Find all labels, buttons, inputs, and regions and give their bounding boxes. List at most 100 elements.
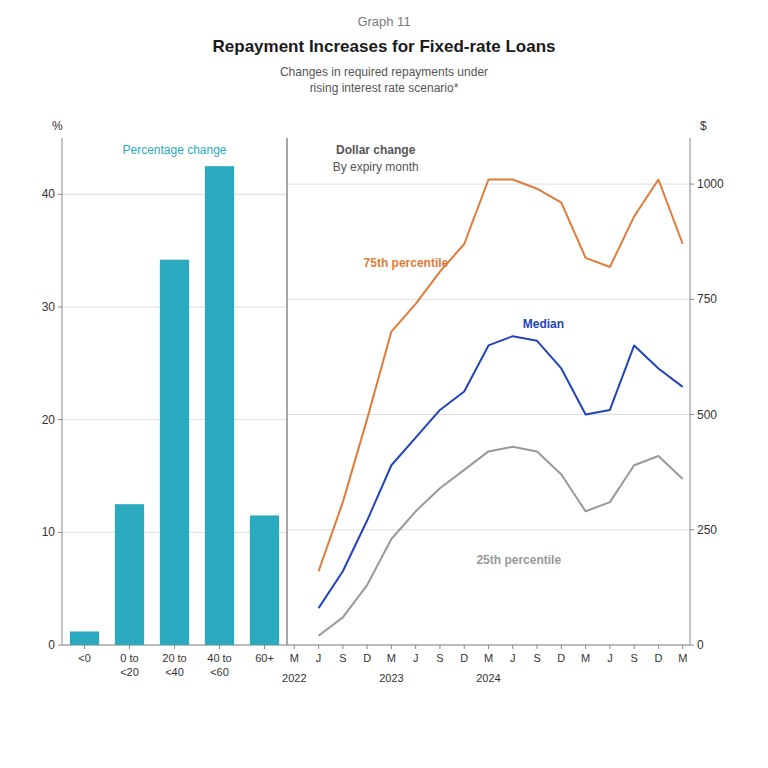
grid-line	[287, 299, 690, 300]
y-tick-label: 250	[697, 523, 717, 537]
marks	[70, 166, 279, 645]
y-axis-label: $	[700, 119, 707, 133]
x-tick-label: D	[654, 652, 662, 664]
x-tick-label: S	[436, 652, 443, 664]
tick-mark	[84, 645, 85, 649]
x-tick-label: 0 to<20	[120, 652, 139, 678]
x-tick-label: S	[533, 652, 540, 664]
bar	[70, 631, 99, 645]
tick-mark	[690, 529, 694, 530]
tick-mark	[391, 645, 392, 649]
x-tick-label: J	[316, 652, 322, 664]
tick-mark	[439, 645, 440, 649]
y-tick-label: 500	[697, 408, 717, 422]
x-tick-label: 60+	[255, 652, 274, 664]
y-tick-label: 10	[42, 525, 56, 539]
x-tick-label: M	[581, 652, 590, 664]
x-tick-label: D	[363, 652, 371, 664]
panel-divider	[287, 138, 288, 645]
graph-label: Graph 11	[357, 14, 410, 29]
marks	[319, 179, 683, 635]
line-panel: 0 250 500 750 1000 $ M J S D M J S D M J S D M J S D M 2022 2023…	[282, 119, 724, 684]
x-tick-label: S	[339, 652, 346, 664]
x-tick-label: S	[630, 652, 637, 664]
tick-mark	[512, 645, 513, 649]
tick-mark	[342, 645, 343, 649]
tick-mark	[58, 419, 62, 420]
grid-line	[287, 529, 690, 530]
year-label: 2023	[379, 672, 403, 684]
tick-mark	[58, 645, 62, 646]
tick-mark	[58, 532, 62, 533]
bar	[205, 166, 234, 645]
tick-mark	[634, 645, 635, 649]
y-tick-label: 20	[42, 413, 56, 427]
x-tick-label: 40 to<60	[207, 652, 231, 678]
y-axis-label: %	[52, 119, 63, 133]
tick-mark	[585, 645, 586, 649]
x-tick-label: M	[290, 652, 299, 664]
panel-subtitle: By expiry month	[333, 160, 419, 174]
series-label: Median	[523, 317, 564, 331]
tick-mark	[58, 194, 62, 195]
tick-mark	[658, 645, 659, 649]
bar-panel: 0 10 20 30 40% <0 0 to<20 20 to<40 40 to<60 60+ Pe…	[42, 119, 287, 678]
tick-mark	[318, 645, 319, 649]
tick-mark	[690, 184, 694, 185]
year-label: 2022	[282, 672, 306, 684]
title: Repayment Increases for Fixed-rate Loans	[213, 37, 556, 56]
y-axis-line	[690, 138, 691, 645]
x-tick-label: M	[484, 652, 493, 664]
tick-mark	[464, 645, 465, 649]
x-tick-label: J	[510, 652, 516, 664]
tick-mark	[609, 645, 610, 649]
tick-mark	[58, 307, 62, 308]
grid-line	[287, 184, 690, 185]
series-label: 25th percentile	[476, 553, 561, 567]
tick-mark	[294, 645, 295, 649]
series-line	[319, 447, 683, 636]
x-tick-label: M	[678, 652, 687, 664]
grid-line	[287, 414, 690, 415]
tick-mark	[174, 645, 175, 649]
background	[0, 0, 768, 768]
x-tick-label: J	[413, 652, 419, 664]
x-tick-label: D	[460, 652, 468, 664]
panel-divider	[287, 138, 288, 645]
bar	[115, 504, 144, 645]
y-tick-label: 40	[42, 187, 56, 201]
tick-mark	[367, 645, 368, 649]
tick-mark	[264, 645, 265, 649]
y-tick-label: 750	[697, 292, 717, 306]
bar	[250, 515, 279, 645]
series-line	[319, 336, 683, 608]
tick-mark	[690, 299, 694, 300]
tick-mark	[415, 645, 416, 649]
panel-title: Percentage change	[122, 143, 226, 157]
x-tick-label: M	[387, 652, 396, 664]
tick-mark	[561, 645, 562, 649]
y-tick-label: 1000	[697, 177, 724, 191]
grid-line	[62, 194, 287, 195]
tick-mark	[682, 645, 683, 649]
panel-title: Dollar change	[336, 143, 416, 157]
subtitle: Changes in required repayments underrisi…	[280, 65, 488, 95]
x-tick-label: D	[557, 652, 565, 664]
tick-mark	[488, 645, 489, 649]
bar	[160, 260, 189, 645]
y-tick-label: 0	[48, 638, 55, 652]
x-tick-label: J	[607, 652, 613, 664]
y-tick-label: 0	[697, 638, 704, 652]
tick-mark	[690, 645, 694, 646]
year-label: 2024	[476, 672, 500, 684]
series-line	[319, 179, 683, 571]
chart-root: Graph 11 Repayment Increases for Fixed-ra…	[0, 0, 768, 768]
series-label: 75th percentile	[364, 256, 449, 270]
x-tick-label: 20 to<40	[162, 652, 186, 678]
tick-mark	[537, 645, 538, 649]
y-axis-line	[62, 138, 63, 645]
x-tick-label: <0	[78, 652, 91, 664]
tick-mark	[690, 414, 694, 415]
tick-mark	[129, 645, 130, 649]
y-tick-label: 30	[42, 300, 56, 314]
